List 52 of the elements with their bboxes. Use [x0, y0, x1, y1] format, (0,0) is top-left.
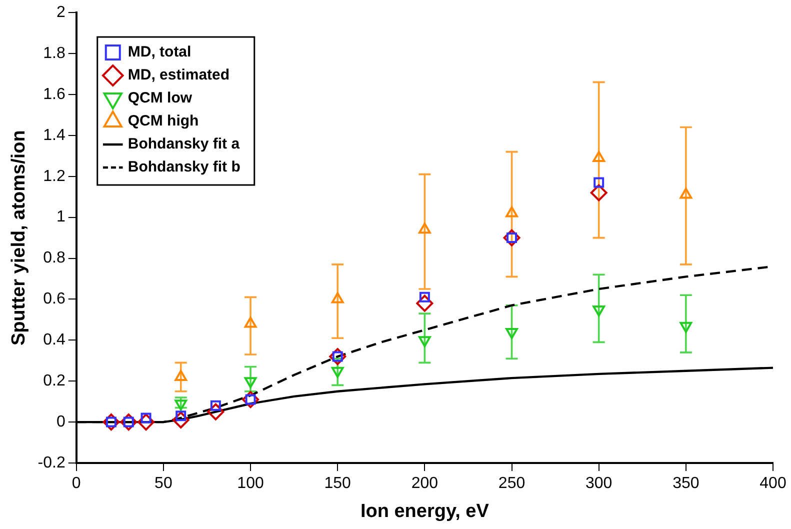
point [331, 292, 344, 304]
point [210, 400, 221, 411]
y-tick-label: 1 [56, 208, 66, 226]
point [331, 366, 344, 378]
point [419, 292, 430, 302]
x-tick-label: 0 [72, 475, 81, 492]
y-tick-label: 0.2 [43, 372, 66, 390]
point [418, 222, 431, 234]
x-tick-label: 150 [324, 475, 352, 492]
x-tick-label: 100 [237, 475, 264, 492]
point [503, 229, 520, 246]
x-tick-label: 250 [498, 475, 526, 492]
legend-label: MD, estimated [128, 66, 230, 84]
y-tick-label: 1.6 [43, 86, 66, 103]
y-tick-label: 0.6 [43, 290, 66, 308]
legend-label: QCM low [128, 90, 192, 107]
y-tick-label: 2 [56, 4, 66, 22]
y-tick-label: 0 [56, 413, 66, 430]
legend-label: QCM high [128, 112, 199, 130]
y-tick-label: -0.2 [38, 454, 66, 472]
x-tick-label: 50 [154, 475, 172, 492]
y-tick-label: 0.4 [43, 332, 66, 349]
legend-label: Bohdansky fit a [128, 136, 240, 153]
y-axis-title: Sputter yield, atoms/ion [8, 130, 30, 346]
point [680, 188, 692, 199]
y-tick-label: 1.4 [43, 126, 66, 144]
legend-label: MD, total [128, 44, 192, 61]
point [506, 206, 518, 218]
point [244, 316, 257, 328]
y-tick-label: 0.8 [43, 250, 66, 267]
point [594, 177, 604, 188]
point [590, 184, 608, 202]
point [174, 370, 188, 382]
point [207, 403, 224, 420]
point [416, 294, 434, 312]
x-tick-label: 400 [760, 475, 786, 492]
y-tick-label: 1.2 [43, 168, 66, 185]
point [242, 391, 260, 408]
y-tick-label: 1.8 [43, 44, 66, 62]
point [172, 412, 190, 429]
x-tick-label: 300 [585, 475, 612, 492]
point [592, 150, 606, 162]
point [120, 414, 138, 431]
legend-label: Bohdansky fit b [128, 158, 240, 176]
x-tick-label: 350 [672, 475, 700, 492]
point [329, 348, 346, 366]
point [506, 328, 518, 339]
x-tick-label: 200 [411, 475, 438, 492]
x-axis-title: Ion energy, eV [360, 500, 490, 522]
point [138, 414, 155, 431]
point [102, 414, 120, 431]
point [174, 400, 188, 411]
